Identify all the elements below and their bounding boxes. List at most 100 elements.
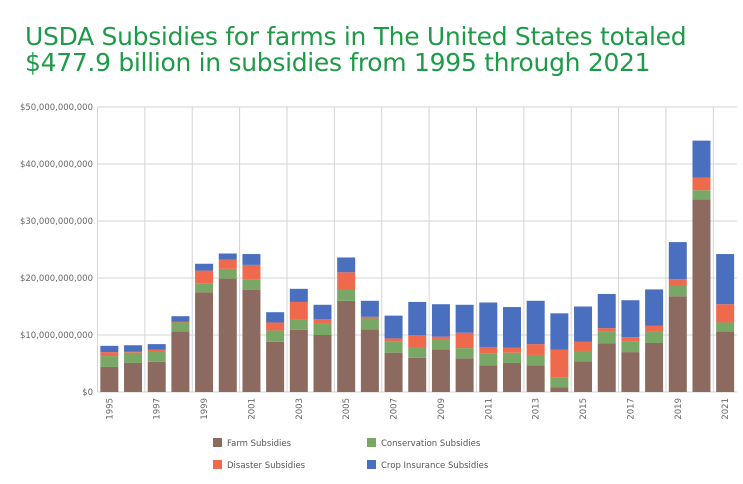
bar-segment-crop-insurance-subsidies-2017	[621, 300, 640, 338]
bar-segment-conservation-subsidies-2015	[574, 350, 593, 362]
bar-segment-farm-subsidies-2021	[716, 331, 735, 392]
bar-segment-conservation-subsidies-2004	[313, 323, 332, 335]
bar-segment-conservation-subsidies-1995	[100, 356, 119, 367]
bar-segment-disaster-subsidies-1999	[195, 270, 214, 284]
bar-segment-crop-insurance-subsidies-1997	[147, 344, 166, 350]
bar-segment-disaster-subsidies-1997	[147, 349, 166, 352]
bar-segment-conservation-subsidies-2019	[668, 285, 687, 297]
bar-segment-crop-insurance-subsidies-2018	[645, 289, 664, 326]
bar-segment-conservation-subsidies-1996	[124, 352, 143, 363]
bar-segment-crop-insurance-subsidies-2000	[218, 253, 237, 260]
bar-segment-conservation-subsidies-2008	[408, 347, 427, 358]
bar-segment-conservation-subsidies-1998	[171, 322, 190, 332]
bar-segment-disaster-subsidies-2019	[668, 279, 687, 286]
bar-segment-farm-subsidies-2005	[337, 300, 356, 392]
bar-segment-farm-subsidies-2018	[645, 342, 664, 392]
y-tick-label: $30,000,000,000	[20, 217, 93, 227]
bar-segment-disaster-subsidies-2002	[266, 322, 285, 331]
bar-segment-farm-subsidies-2011	[479, 365, 498, 392]
bar-segment-crop-insurance-subsidies-2011	[479, 302, 498, 347]
bar-segment-crop-insurance-subsidies-2013	[526, 300, 545, 345]
x-tick-label: 2001	[247, 398, 257, 420]
bar-segment-crop-insurance-subsidies-2001	[242, 254, 261, 265]
bar-segment-conservation-subsidies-2017	[621, 341, 640, 353]
bar-segment-disaster-subsidies-2011	[479, 346, 498, 354]
bar-segment-farm-subsidies-2004	[313, 335, 332, 392]
bar-segment-disaster-subsidies-1998	[171, 321, 190, 323]
bar-segment-crop-insurance-subsidies-2005	[337, 257, 356, 273]
bar-segment-disaster-subsidies-2004	[313, 319, 332, 324]
legend-swatch	[367, 460, 376, 469]
y-tick-label: $20,000,000,000	[20, 274, 93, 284]
bar-segment-conservation-subsidies-2016	[597, 331, 616, 344]
bar-segment-conservation-subsidies-2018	[645, 331, 664, 343]
bar-segment-disaster-subsidies-2021	[716, 304, 735, 323]
bar-segment-farm-subsidies-1996	[124, 362, 143, 392]
bar-segment-disaster-subsidies-1995	[100, 352, 119, 357]
bar-segment-conservation-subsidies-2005	[337, 289, 356, 301]
bar-segment-farm-subsidies-2009	[431, 349, 450, 392]
bar-segment-crop-insurance-subsidies-2020	[692, 140, 711, 178]
bar-segment-disaster-subsidies-2003	[289, 301, 308, 320]
x-tick-label: 2011	[484, 398, 494, 420]
bar-segment-conservation-subsidies-1997	[147, 351, 166, 362]
bar-segment-disaster-subsidies-2001	[242, 264, 261, 280]
bar-segment-crop-insurance-subsidies-1999	[195, 263, 214, 271]
bar-segment-crop-insurance-subsidies-2006	[360, 300, 379, 317]
bar-segment-conservation-subsidies-2000	[218, 268, 237, 279]
bar-segment-crop-insurance-subsidies-2021	[716, 254, 735, 305]
x-tick-label: 1999	[200, 398, 210, 420]
bar-segment-crop-insurance-subsidies-2007	[384, 315, 403, 339]
legend-label: Conservation Subsidies	[381, 439, 481, 449]
bar-segment-conservation-subsidies-2011	[479, 353, 498, 366]
bar-segment-farm-subsidies-1998	[171, 331, 190, 392]
legend-swatch	[213, 460, 222, 469]
bar-segment-conservation-subsidies-2003	[289, 319, 308, 330]
bar-segment-crop-insurance-subsidies-2009	[431, 304, 450, 337]
bar-segment-disaster-subsidies-2012	[502, 347, 521, 353]
bar-segment-crop-insurance-subsidies-2019	[668, 242, 687, 280]
legend-swatch	[367, 438, 376, 447]
bar-segment-crop-insurance-subsidies-2016	[597, 293, 616, 329]
bar-segment-conservation-subsidies-2006	[360, 318, 379, 330]
x-tick-label: 2013	[532, 398, 542, 420]
bar-segment-farm-subsidies-2008	[408, 357, 427, 392]
bar-segment-crop-insurance-subsidies-1995	[100, 345, 119, 353]
bar-segment-farm-subsidies-2016	[597, 343, 616, 392]
bar-segment-conservation-subsidies-2007	[384, 341, 403, 353]
bar-segment-farm-subsidies-2020	[692, 199, 711, 392]
bar-segment-conservation-subsidies-2001	[242, 279, 261, 290]
bar-segment-conservation-subsidies-1999	[195, 283, 214, 293]
x-tick-label: 2021	[721, 398, 731, 420]
bar-segment-crop-insurance-subsidies-1998	[171, 316, 190, 322]
bar-segment-disaster-subsidies-2015	[574, 341, 593, 351]
bar-segment-conservation-subsidies-2021	[716, 322, 735, 332]
bar-segment-disaster-subsidies-2013	[526, 344, 545, 355]
bar-segment-crop-insurance-subsidies-2008	[408, 301, 427, 335]
bar-segment-farm-subsidies-2000	[218, 278, 237, 392]
legend-label: Farm Subsidies	[227, 439, 292, 449]
bar-segment-crop-insurance-subsidies-2002	[266, 312, 285, 323]
bar-segment-disaster-subsidies-2018	[645, 325, 664, 332]
bar-segment-crop-insurance-subsidies-1996	[124, 345, 143, 352]
legend-label: Crop Insurance Subsidies	[381, 461, 489, 471]
bar-segment-farm-subsidies-1997	[147, 361, 166, 392]
bar-segment-farm-subsidies-2006	[360, 329, 379, 392]
bar-segment-disaster-subsidies-1996	[124, 351, 143, 353]
bar-segment-conservation-subsidies-2010	[455, 348, 474, 359]
bar-segment-farm-subsidies-2019	[668, 296, 687, 392]
x-tick-label: 2003	[295, 398, 305, 420]
bar-segment-disaster-subsidies-2017	[621, 337, 640, 342]
bar-segment-farm-subsidies-2002	[266, 341, 285, 392]
bar-segment-disaster-subsidies-2020	[692, 177, 711, 191]
bar-segment-conservation-subsidies-2020	[692, 190, 711, 200]
x-tick-label: 2007	[390, 398, 400, 420]
bar-segment-farm-subsidies-1999	[195, 292, 214, 392]
x-tick-label: 1997	[153, 398, 163, 420]
chart-title: USDA Subsidies for farms in The United S…	[25, 22, 687, 77]
x-tick-label: 2015	[579, 398, 589, 420]
bar-segment-disaster-subsidies-2005	[337, 272, 356, 290]
bar-segment-farm-subsidies-2003	[289, 329, 308, 392]
bar-segment-crop-insurance-subsidies-2003	[289, 288, 308, 302]
